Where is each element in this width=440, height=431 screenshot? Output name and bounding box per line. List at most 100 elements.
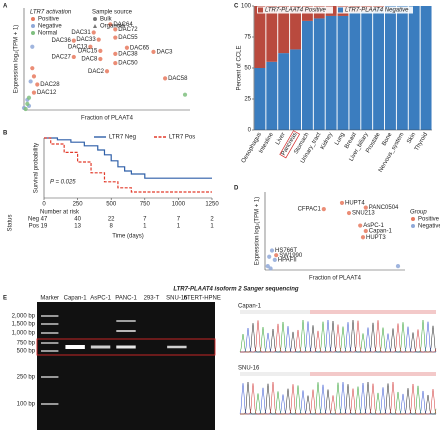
ladder-label: 500 bp [17, 349, 36, 355]
point [31, 90, 37, 95]
sequence-strip-highlight [310, 372, 436, 376]
panel-label: B [3, 131, 8, 137]
ladder-band [41, 323, 59, 325]
legend-label: LTR7 Pos [169, 135, 195, 141]
point [30, 66, 35, 71]
point [23, 106, 28, 112]
panel-label: D [234, 186, 239, 192]
point [71, 54, 76, 60]
shape-swatch [93, 17, 97, 21]
point-label: HPAFII [278, 257, 297, 263]
point [35, 82, 40, 87]
lane-label: SNU-16 [166, 296, 188, 302]
ladder-label: 250 bp [17, 375, 36, 381]
risk-count: 1 [143, 224, 147, 230]
point [71, 38, 76, 43]
x-tick-label: 0 [42, 202, 46, 208]
bar-segment [349, 12, 361, 131]
point-label: DAC28 [40, 82, 60, 88]
legend-bg [337, 6, 413, 14]
point [98, 48, 103, 53]
point [26, 95, 32, 100]
risk-count: 13 [74, 224, 81, 230]
point [363, 228, 368, 234]
point [104, 69, 110, 74]
trace-line [240, 320, 437, 353]
sample-band [116, 345, 136, 349]
point-label: AsPC-1 [363, 223, 384, 229]
point-label: DAC38 [118, 51, 138, 57]
point [113, 35, 118, 40]
point-label: DAC8 [81, 57, 98, 63]
bar-segment [373, 8, 385, 131]
legend-swatch [31, 17, 35, 21]
lane-label: 293-T [144, 296, 160, 302]
lane-label: PANC-1 [115, 296, 137, 302]
sample-band [167, 345, 187, 349]
ladder-band [41, 350, 59, 352]
shape-swatch [93, 24, 97, 28]
panel-label: E [3, 296, 7, 302]
highlight-box [279, 130, 301, 159]
y-tick-label: 25 [244, 97, 251, 103]
legend-label: Negative [38, 24, 62, 30]
risk-count: 1 [177, 224, 181, 230]
point [346, 210, 352, 216]
legend-label: Negative [418, 224, 440, 230]
lane-label: AsPC-1 [90, 296, 111, 302]
risk-count: 22 [108, 217, 115, 223]
point-label: DAC72 [118, 27, 138, 33]
x-tick-label: Skin [406, 132, 417, 145]
point-label: HS766T [275, 248, 297, 254]
y-tick-label: 0 [248, 128, 252, 134]
x-tick-label: Liver [275, 132, 287, 146]
lane-label: hTERT-HPNE [184, 296, 221, 302]
x-tick-label: 1000 [172, 202, 186, 208]
bar-segment [301, 20, 313, 131]
trace-line [240, 381, 437, 415]
risk-count: 40 [74, 217, 81, 223]
sample-band [116, 330, 136, 332]
x-axis-label: Time (days) [112, 234, 143, 240]
risk-count: 47 [41, 217, 48, 223]
point [88, 44, 93, 49]
bar-segment [337, 15, 349, 131]
point-label: PANC0504 [369, 205, 399, 211]
y-tick-label: 75 [244, 35, 251, 41]
legend-label: LTR7-PLAAT4 Positive [265, 8, 326, 14]
bar-segment [266, 6, 278, 62]
sample-band [65, 345, 85, 349]
point [113, 51, 118, 57]
risk-count: 7 [143, 217, 147, 223]
ladder-band [41, 376, 59, 378]
ladder-label: 1,500 bp [12, 322, 36, 328]
y-axis-label: Expression log₂(TPM + 1) [14, 25, 20, 94]
point-label: HUPT4 [345, 200, 365, 206]
point [272, 257, 277, 262]
lane-label: Marker [40, 296, 59, 302]
point-label: Capan-1 [369, 229, 393, 235]
legend-label: Normal [38, 31, 57, 37]
x-axis-label: Fraction of PLAAT4 [81, 116, 134, 122]
point [395, 264, 401, 269]
legend-bg [257, 6, 333, 14]
legend-label: LTR7-PLAAT4 Negative [345, 8, 409, 14]
point-label: DAC65 [130, 45, 150, 51]
point [31, 74, 37, 79]
bar-segment [254, 68, 266, 130]
point [28, 79, 33, 84]
shape-legend-label: Organoid [100, 24, 125, 30]
legend-title: LTR7 activation [30, 10, 72, 16]
point-label: DAC2 [88, 69, 105, 75]
sequence-strip-highlight [310, 310, 436, 314]
legend-label: Positive [418, 217, 440, 223]
point [274, 253, 279, 258]
p-value: P = 0.025 [50, 180, 76, 186]
ladder-band [41, 332, 59, 334]
sample-band [116, 320, 136, 322]
legend-swatch [411, 224, 415, 228]
point [163, 76, 168, 81]
panel-label: A [3, 4, 8, 10]
x-tick-label: 500 [106, 202, 117, 208]
point [113, 27, 118, 32]
